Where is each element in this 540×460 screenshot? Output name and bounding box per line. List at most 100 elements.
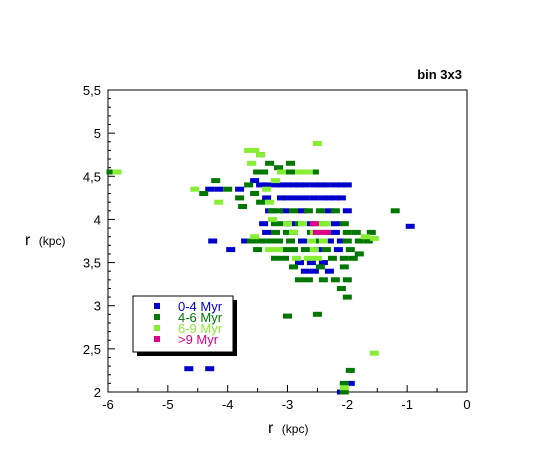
data-point bbox=[330, 221, 340, 227]
data-point bbox=[277, 169, 286, 175]
data-point bbox=[303, 208, 313, 214]
x-axis-label-unit: (kpc) bbox=[282, 422, 309, 436]
data-point bbox=[348, 255, 358, 261]
data-point bbox=[369, 350, 379, 356]
data-point bbox=[280, 255, 289, 261]
data-point bbox=[366, 229, 376, 235]
data-point bbox=[214, 186, 224, 192]
data-point bbox=[256, 152, 266, 158]
data-point bbox=[321, 182, 331, 188]
data-point bbox=[265, 247, 275, 253]
data-point bbox=[312, 229, 322, 235]
y-tick-label: 2,5 bbox=[83, 342, 101, 357]
y-tick-label: 5 bbox=[94, 126, 101, 141]
data-point bbox=[345, 380, 355, 386]
data-point bbox=[295, 169, 304, 175]
data-point bbox=[300, 268, 310, 274]
data-point bbox=[330, 208, 340, 214]
x-tick-label: -5 bbox=[162, 397, 174, 412]
data-point bbox=[309, 195, 319, 201]
data-point bbox=[190, 186, 200, 192]
data-point bbox=[271, 182, 280, 188]
data-point bbox=[309, 182, 319, 188]
data-point bbox=[250, 147, 260, 153]
x-tick-label: -4 bbox=[222, 397, 234, 412]
data-point bbox=[339, 380, 349, 386]
data-point bbox=[336, 195, 346, 201]
data-point bbox=[244, 182, 254, 188]
data-point bbox=[339, 221, 349, 227]
data-point bbox=[271, 178, 280, 184]
data-point bbox=[289, 229, 298, 235]
data-point bbox=[363, 238, 373, 244]
data-point bbox=[336, 182, 346, 188]
data-point bbox=[345, 247, 355, 253]
x-axis-label: r (kpc) bbox=[268, 420, 308, 437]
data-point bbox=[292, 195, 301, 201]
data-point bbox=[265, 238, 275, 244]
data-point bbox=[280, 247, 289, 253]
data-point bbox=[342, 208, 352, 214]
data-point bbox=[309, 221, 319, 227]
data-point bbox=[318, 238, 328, 244]
data-point bbox=[262, 229, 272, 235]
data-point bbox=[345, 367, 355, 373]
data-point bbox=[262, 182, 272, 188]
data-point bbox=[265, 160, 275, 166]
data-point bbox=[339, 264, 349, 270]
data-point bbox=[205, 186, 215, 192]
data-point bbox=[235, 195, 245, 201]
data-point bbox=[324, 268, 334, 274]
y-tick-label: 4,5 bbox=[83, 169, 101, 184]
series-group bbox=[309, 221, 331, 235]
x-tick-label: -2 bbox=[342, 397, 354, 412]
data-point bbox=[330, 277, 340, 283]
data-point bbox=[262, 195, 272, 201]
data-point bbox=[106, 169, 116, 175]
data-point bbox=[283, 195, 292, 201]
data-point bbox=[315, 182, 325, 188]
data-point bbox=[300, 195, 310, 201]
data-point bbox=[342, 294, 352, 300]
data-point bbox=[303, 277, 313, 283]
legend-label: >9 Myr bbox=[178, 332, 219, 347]
data-point bbox=[339, 255, 349, 261]
data-point bbox=[289, 247, 298, 253]
data-point bbox=[405, 223, 415, 229]
data-point bbox=[309, 268, 319, 274]
data-point bbox=[289, 182, 298, 188]
data-point bbox=[256, 238, 266, 244]
data-point bbox=[318, 277, 328, 283]
data-point bbox=[390, 208, 400, 214]
y-tick-label: 4 bbox=[94, 212, 101, 227]
data-point bbox=[312, 141, 322, 146]
data-point bbox=[214, 199, 224, 205]
data-point bbox=[330, 182, 340, 188]
legend-label: 0-4 Myr bbox=[178, 299, 223, 314]
data-point bbox=[339, 389, 349, 395]
y-axis-label-main: r bbox=[25, 232, 31, 249]
data-point bbox=[336, 238, 346, 244]
data-point bbox=[324, 195, 334, 201]
legend-label: 4-6 Myr bbox=[178, 310, 223, 325]
data-point bbox=[199, 191, 209, 196]
data-point bbox=[354, 251, 364, 257]
data-point bbox=[318, 195, 328, 201]
data-point bbox=[303, 169, 313, 175]
data-point bbox=[286, 160, 295, 166]
data-point bbox=[321, 221, 331, 227]
y-tick-label: 3,5 bbox=[83, 256, 101, 271]
data-point bbox=[295, 277, 304, 283]
data-point bbox=[298, 238, 307, 244]
data-point bbox=[253, 247, 263, 253]
legend-marker bbox=[154, 314, 160, 320]
legend-marker bbox=[154, 325, 160, 331]
data-point bbox=[256, 199, 266, 205]
data-point bbox=[306, 260, 316, 266]
data-point bbox=[283, 182, 292, 188]
data-point bbox=[342, 238, 352, 244]
data-point bbox=[360, 234, 370, 240]
data-point bbox=[280, 208, 289, 214]
data-point bbox=[300, 247, 310, 253]
